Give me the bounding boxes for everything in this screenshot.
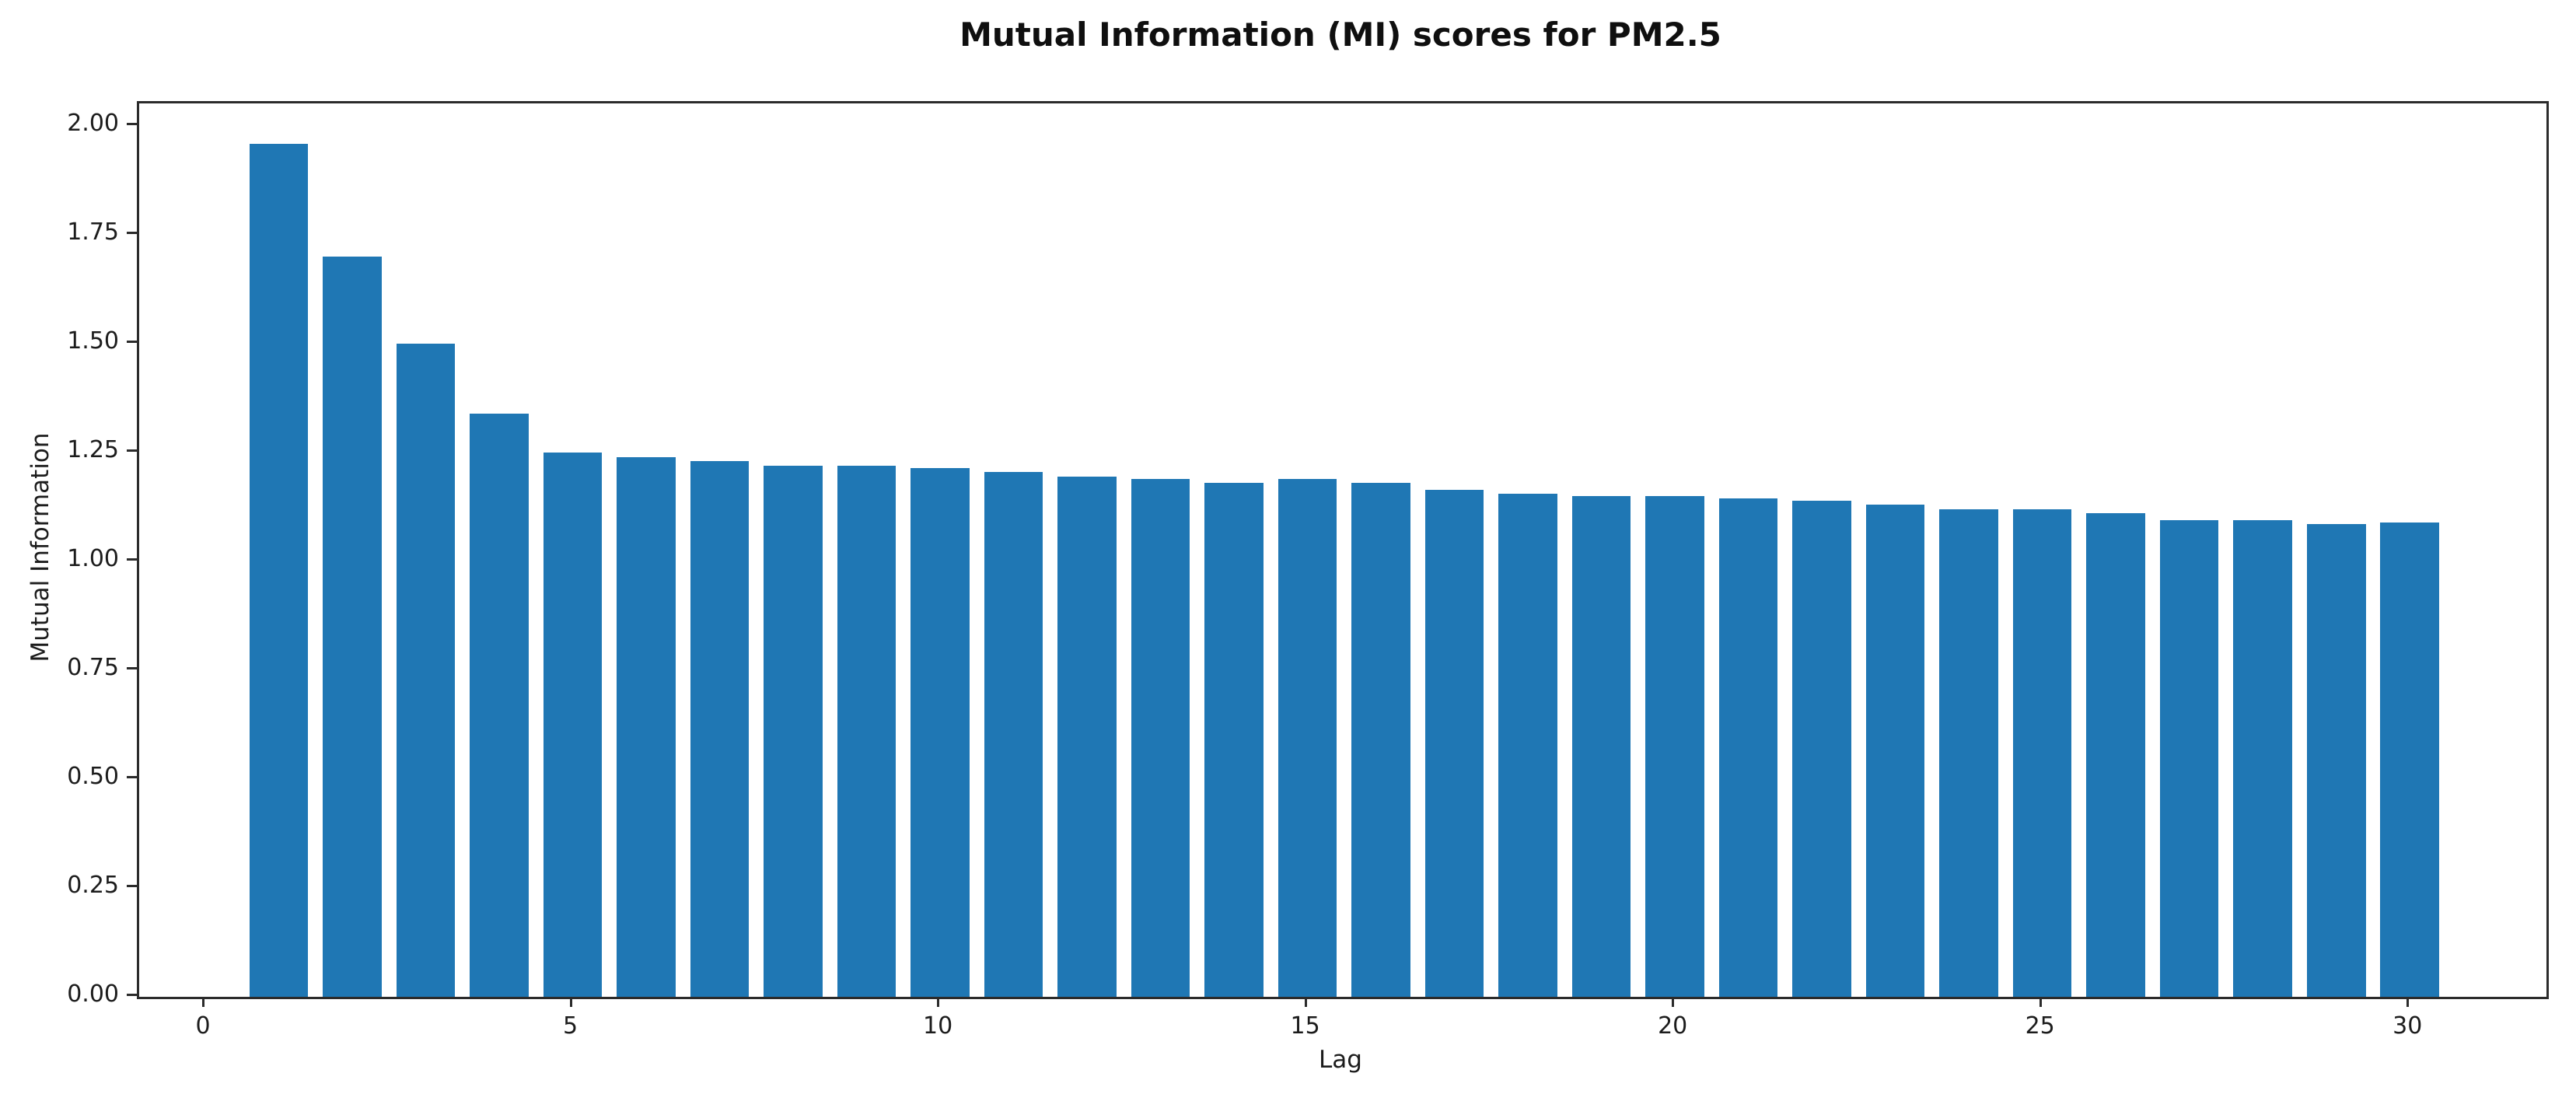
x-tick-mark [1672, 997, 1675, 1007]
x-tick-mark [1304, 997, 1307, 1007]
bar-lag-14 [1204, 483, 1264, 997]
y-tick-mark [127, 341, 137, 344]
bar-lag-11 [984, 472, 1043, 997]
bar-lag-6 [617, 456, 676, 997]
x-tick-label: 30 [2392, 1012, 2423, 1040]
bar-lag-23 [1865, 505, 1925, 997]
bar-lag-16 [1351, 483, 1410, 997]
x-tick-mark [937, 997, 940, 1007]
x-tick-label: 25 [2025, 1012, 2055, 1040]
bar-lag-29 [2306, 524, 2366, 997]
bar-lag-15 [1278, 478, 1337, 997]
y-tick-mark [127, 558, 137, 561]
bar-lag-4 [470, 413, 529, 997]
x-tick-label: 0 [195, 1012, 211, 1040]
bar-lag-2 [323, 257, 382, 997]
y-tick-label: 0.75 [67, 654, 119, 682]
bar-lag-12 [1057, 476, 1117, 997]
bar-lag-21 [1718, 498, 1778, 997]
bar-lag-28 [2233, 519, 2292, 997]
y-tick-label: 2.00 [67, 110, 119, 138]
y-tick-label: 0.50 [67, 763, 119, 791]
y-tick-label: 1.00 [67, 545, 119, 573]
x-tick-mark [2406, 997, 2410, 1007]
y-tick-mark [127, 994, 137, 996]
y-tick-mark [127, 449, 137, 453]
bar-lag-24 [1939, 509, 1998, 997]
y-tick-label: 1.25 [67, 436, 119, 464]
bar-lag-5 [543, 453, 603, 997]
x-tick-label: 10 [923, 1012, 953, 1040]
bar-lag-7 [690, 461, 750, 997]
y-tick-label: 0.00 [67, 980, 119, 1008]
bar-lag-13 [1131, 478, 1190, 997]
bar-lag-26 [2086, 513, 2145, 997]
bar-lag-8 [764, 465, 823, 997]
y-tick-mark [127, 232, 137, 235]
plot-area [137, 101, 2549, 999]
bar-lag-25 [2012, 509, 2072, 997]
chart-title: Mutual Information (MI) scores for PM2.5 [959, 16, 1721, 54]
y-tick-mark [127, 776, 137, 779]
x-tick-label: 20 [1658, 1012, 1688, 1040]
x-tick-mark [202, 997, 205, 1007]
y-tick-mark [127, 667, 137, 670]
bar-lag-18 [1498, 494, 1557, 997]
y-tick-mark [127, 885, 137, 887]
bar-lag-1 [249, 143, 309, 997]
x-tick-label: 15 [1290, 1012, 1320, 1040]
x-tick-mark [569, 997, 572, 1007]
bar-lag-19 [1571, 496, 1631, 997]
y-tick-mark [127, 123, 137, 126]
bar-lag-30 [2380, 522, 2439, 997]
bar-lag-17 [1424, 489, 1484, 997]
bar-lag-9 [837, 465, 897, 997]
x-axis-label: Lag [1319, 1046, 1362, 1074]
x-tick-label: 5 [563, 1012, 578, 1040]
bar-lag-20 [1645, 496, 1704, 997]
bar-lag-10 [911, 467, 970, 997]
bar-lag-27 [2159, 519, 2219, 997]
x-tick-mark [2039, 997, 2042, 1007]
y-tick-label: 1.50 [67, 327, 119, 355]
bar-lag-22 [1792, 500, 1851, 997]
bar-lag-3 [396, 344, 456, 997]
y-tick-label: 1.75 [67, 218, 119, 246]
y-tick-label: 0.25 [67, 872, 119, 899]
